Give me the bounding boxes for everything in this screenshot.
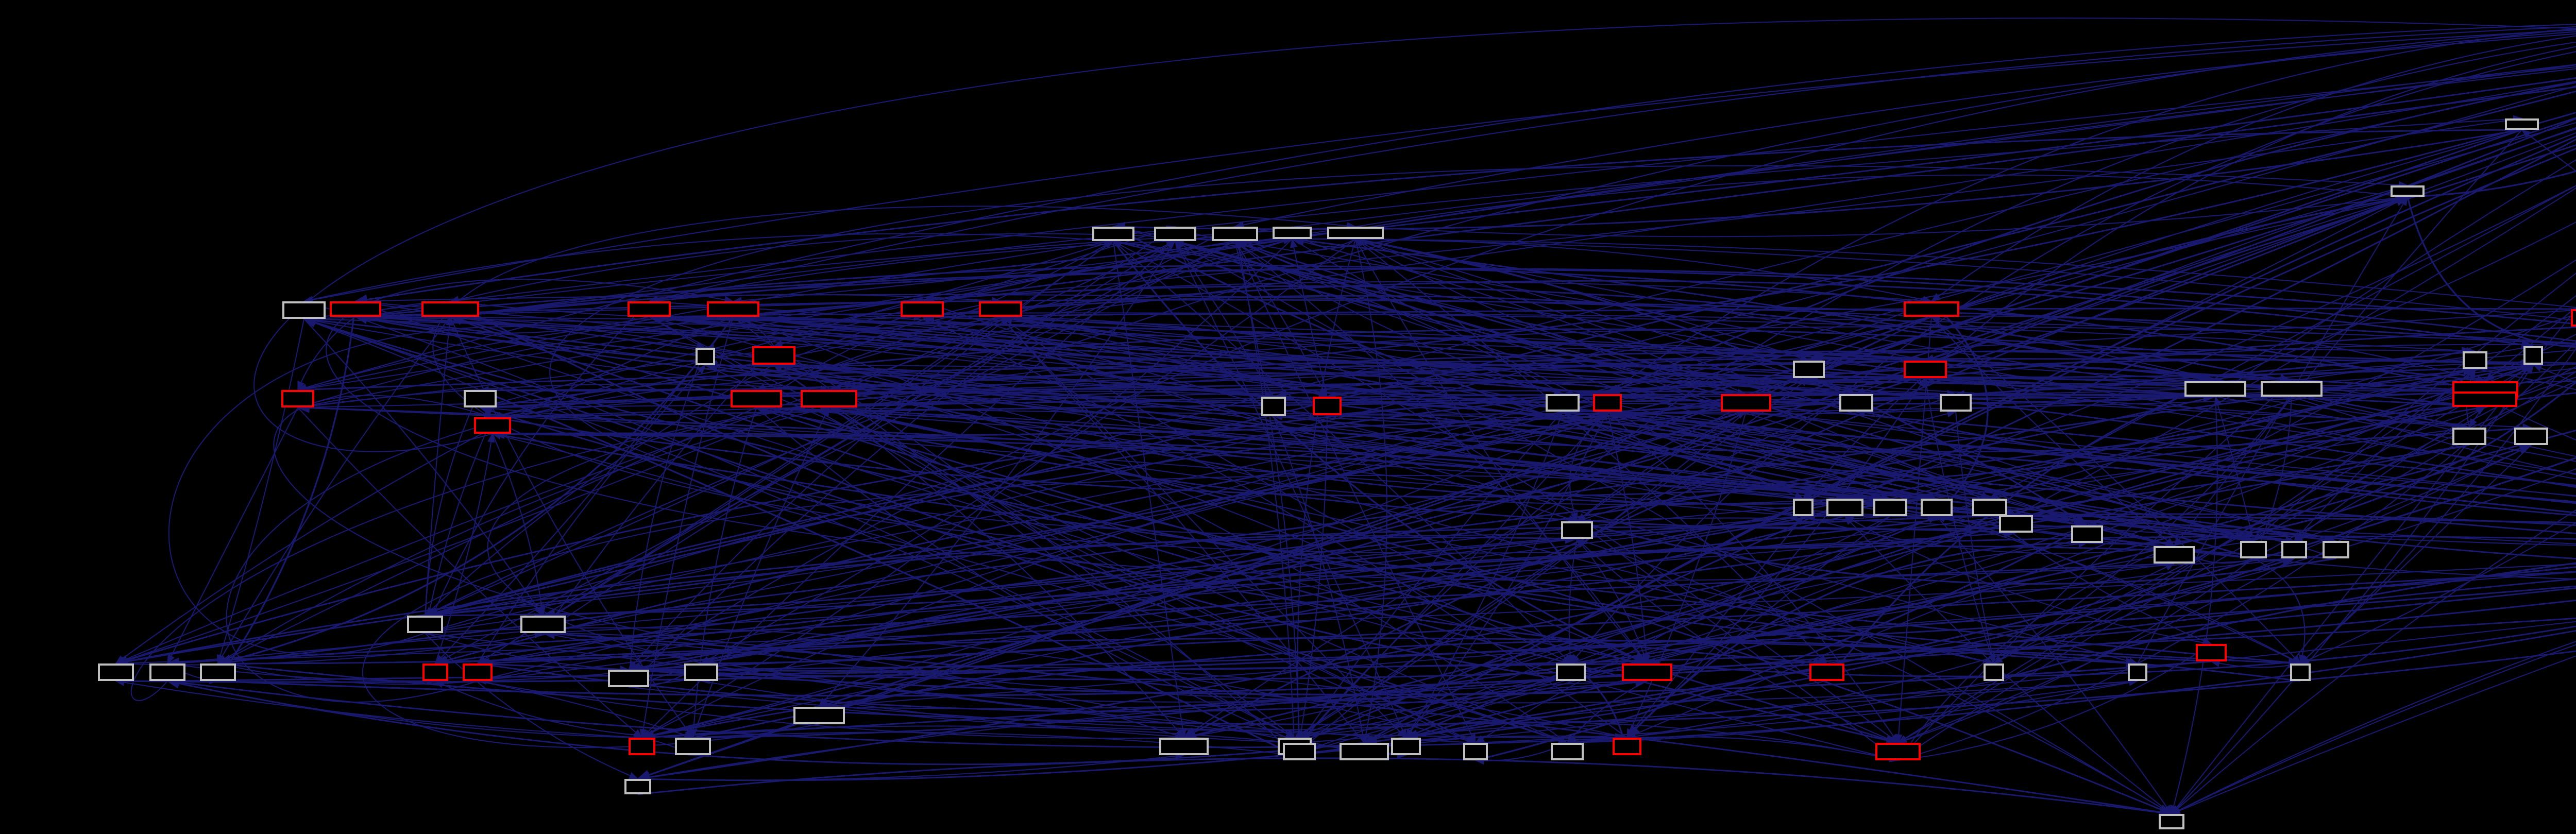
graph-node-60[interactable]	[1556, 663, 1586, 681]
graph-node-43[interactable]	[1873, 499, 1907, 516]
graph-node-7[interactable]	[1154, 227, 1196, 241]
graph-node-36[interactable]	[1940, 394, 1972, 412]
graph-node-54[interactable]	[98, 663, 134, 681]
graph-node-8[interactable]	[1212, 227, 1258, 241]
graph-node-19[interactable]	[2523, 346, 2543, 365]
graph-node-26[interactable]	[281, 390, 314, 407]
graph-node-73[interactable]	[1159, 738, 1209, 755]
graph-node-62[interactable]	[1809, 663, 1844, 681]
graph-node-78[interactable]	[1875, 743, 1921, 760]
graph-node-29[interactable]	[801, 390, 857, 407]
graph-node-12[interactable]	[330, 301, 381, 317]
graph-node-82[interactable]	[2452, 428, 2486, 445]
graph-node-31[interactable]	[1313, 397, 1342, 415]
graph-node-20[interactable]	[696, 348, 715, 365]
graph-node-61[interactable]	[1622, 663, 1672, 681]
graph-node-55[interactable]	[149, 663, 185, 681]
graph-node-75[interactable]	[1340, 743, 1389, 760]
graph-node-6[interactable]	[1092, 227, 1134, 241]
graph-node-71[interactable]	[1391, 738, 1421, 755]
graph-node-58[interactable]	[463, 663, 493, 681]
graph-node-28[interactable]	[731, 390, 782, 407]
graph-node-30[interactable]	[1261, 397, 1286, 416]
graph-node-65[interactable]	[2290, 663, 2311, 681]
graph-node-24[interactable]	[2463, 351, 2487, 369]
graph-node-27[interactable]	[464, 390, 497, 407]
graph-node-47[interactable]	[2071, 525, 2103, 543]
graph-node-74[interactable]	[1283, 743, 1316, 760]
graph-node-68[interactable]	[629, 738, 655, 755]
graph-node-45[interactable]	[1972, 499, 2007, 516]
graph-node-42[interactable]	[1826, 499, 1863, 516]
graph-node-57[interactable]	[422, 663, 448, 681]
graph-node-41[interactable]	[1793, 499, 1814, 516]
graph-node-77[interactable]	[1551, 743, 1584, 760]
graph-node-16[interactable]	[901, 301, 944, 317]
graph-node-79[interactable]	[624, 779, 651, 794]
graph-node-76[interactable]	[1463, 743, 1488, 760]
graph-node-56[interactable]	[200, 663, 236, 681]
graph-node-10[interactable]	[1327, 227, 1384, 239]
graph-node-69[interactable]	[675, 738, 711, 755]
graph-node-90[interactable]	[2196, 644, 2227, 661]
graph-node-22[interactable]	[1793, 361, 1825, 378]
graph-node-63[interactable]	[1984, 663, 2004, 681]
graph-node-4[interactable]	[2505, 118, 2539, 130]
graph-node-33[interactable]	[1593, 394, 1622, 412]
graph-node-21[interactable]	[752, 346, 795, 365]
graph-node-18[interactable]	[1904, 301, 1959, 317]
graph-node-13[interactable]	[421, 301, 479, 317]
graph-node-89[interactable]	[2452, 392, 2517, 407]
graph-node-64[interactable]	[2128, 663, 2147, 681]
graph-node-5[interactable]	[2391, 185, 2425, 197]
graph-node-15[interactable]	[707, 301, 759, 317]
graph-node-40[interactable]	[474, 417, 511, 434]
graph-node-67[interactable]	[793, 707, 845, 724]
graph-node-83[interactable]	[2514, 428, 2548, 445]
graph-node-80[interactable]	[2159, 814, 2184, 829]
graph-node-91[interactable]	[2154, 546, 2195, 564]
graph-node-37[interactable]	[2184, 381, 2246, 397]
graph-node-53[interactable]	[520, 616, 566, 633]
graph-node-17[interactable]	[979, 301, 1022, 317]
graph-node-52[interactable]	[407, 616, 443, 633]
graph-node-14[interactable]	[628, 301, 671, 317]
graph-node-38[interactable]	[2261, 381, 2323, 397]
graph-node-59[interactable]	[684, 663, 718, 681]
graph-node-66[interactable]	[608, 670, 649, 687]
graph-node-48[interactable]	[2240, 541, 2267, 558]
graph-node-35[interactable]	[1839, 394, 1873, 412]
graph-node-9[interactable]	[1273, 227, 1312, 239]
graph-node-72[interactable]	[1613, 738, 1641, 755]
graph-node-50[interactable]	[2323, 541, 2349, 558]
graph-node-51[interactable]	[1561, 521, 1593, 539]
graph-node-11[interactable]	[282, 301, 326, 319]
graph-node-34[interactable]	[1721, 394, 1771, 412]
graph-node-32[interactable]	[1546, 394, 1580, 412]
graph-node-49[interactable]	[2281, 541, 2307, 558]
graph-node-81[interactable]	[2571, 309, 2576, 327]
graph-node-46[interactable]	[1999, 515, 2033, 533]
graph-node-44[interactable]	[1921, 499, 1953, 516]
graph-node-23[interactable]	[1904, 361, 1947, 378]
